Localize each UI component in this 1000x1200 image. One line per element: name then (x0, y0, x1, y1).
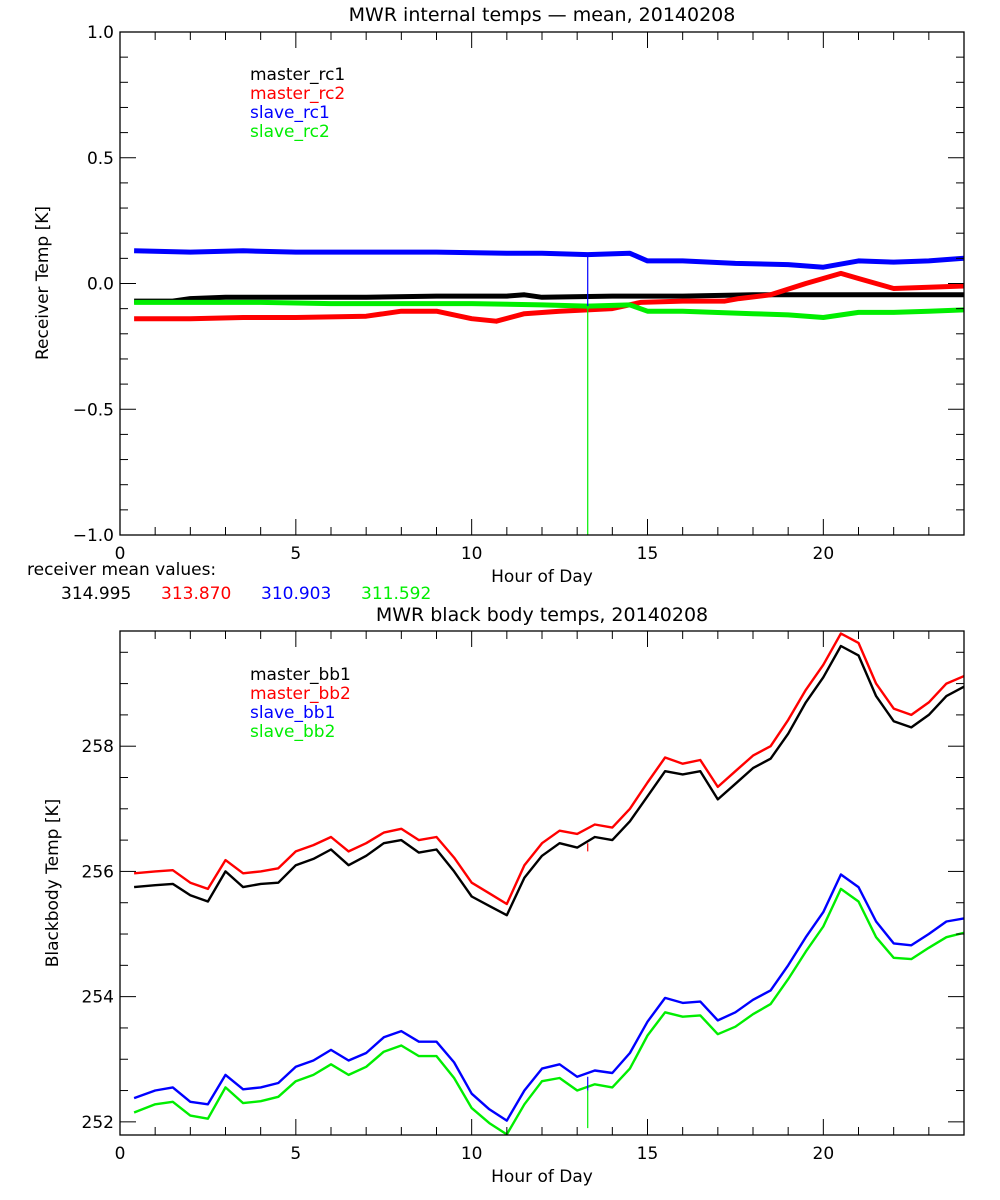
blackbody-temp-panel: MWR black body temps, 20140208 0 5 10 15 20 2… (43, 604, 965, 1187)
y-tick-label: 0.0 (87, 275, 114, 295)
y-tick-label: 256 (82, 862, 114, 882)
legend-entry: slave_bb1 (250, 703, 335, 723)
chart-title: MWR black body temps, 20140208 (376, 604, 708, 626)
legend-entry: master_rc1 (250, 65, 345, 85)
x-axis-label: Hour of Day (491, 567, 593, 587)
series-line-slave_bb2 (133, 887, 964, 1135)
legend-entry: master_bb1 (250, 665, 351, 685)
legend-entry: master_rc2 (250, 84, 345, 104)
legend: master_rc1 master_rc2 slave_rc1 slave_rc… (250, 65, 345, 142)
plot-frame (119, 31, 965, 536)
mean-values-label: receiver mean values: (27, 560, 216, 580)
y-tick-label: 252 (82, 1113, 114, 1133)
series-line-master_bb1 (133, 644, 964, 917)
y-tick-label: 254 (82, 988, 114, 1008)
series-line-master_rc2 (134, 270, 964, 324)
series-line-slave_bb1 (133, 873, 964, 1122)
x-tick-label: 10 (461, 1144, 483, 1164)
mean-value: 313.870 (161, 584, 231, 604)
y-tick-label: 0.5 (87, 149, 114, 169)
y-tick-label: −0.5 (73, 400, 114, 420)
series-line-master_rc1 (134, 292, 964, 304)
y-tick-label: 258 (82, 737, 114, 757)
y-axis-label: Receiver Temp [K] (33, 206, 53, 360)
receiver-temp-panel: MWR internal temps — mean, 20140208 0 5 10… (27, 4, 965, 604)
mean-value: 311.592 (361, 584, 431, 604)
x-tick-label: 0 (115, 544, 126, 564)
x-tick-label: 15 (637, 1144, 659, 1164)
series-group (134, 248, 964, 535)
x-tick-label: 20 (813, 544, 835, 564)
legend-entry: slave_bb2 (250, 722, 335, 742)
x-tick-label: 10 (461, 544, 483, 564)
axes: 0 5 10 15 20 252 254 256 258 (82, 630, 965, 1164)
y-tick-label: 1.0 (87, 23, 114, 43)
chart-title: MWR internal temps — mean, 20140208 (349, 4, 736, 26)
y-axis-label: Blackbody Temp [K] (43, 799, 63, 968)
y-tick-label: −1.0 (73, 526, 114, 546)
mean-value: 310.903 (261, 584, 331, 604)
series-line-master_bb2 (133, 632, 964, 906)
series-line-slave_rc1 (134, 248, 964, 270)
x-tick-label: 5 (290, 1144, 301, 1164)
axes: 0 5 10 15 20 −1.0 −0.5 0.0 0.5 1.0 (73, 23, 965, 564)
mean-value: 314.995 (61, 584, 131, 604)
legend: master_bb1 master_bb2 slave_bb1 slave_bb… (250, 665, 351, 742)
legend-entry: slave_rc1 (250, 103, 330, 123)
legend-entry: slave_rc2 (250, 122, 330, 142)
x-tick-label: 20 (813, 1144, 835, 1164)
x-tick-label: 5 (290, 544, 301, 564)
series-group (133, 632, 964, 1135)
x-tick-label: 0 (115, 1144, 126, 1164)
x-tick-label: 15 (637, 544, 659, 564)
series-line-slave_rc2 (134, 299, 964, 320)
legend-entry: master_bb2 (250, 684, 351, 704)
x-axis-label: Hour of Day (491, 1167, 593, 1187)
